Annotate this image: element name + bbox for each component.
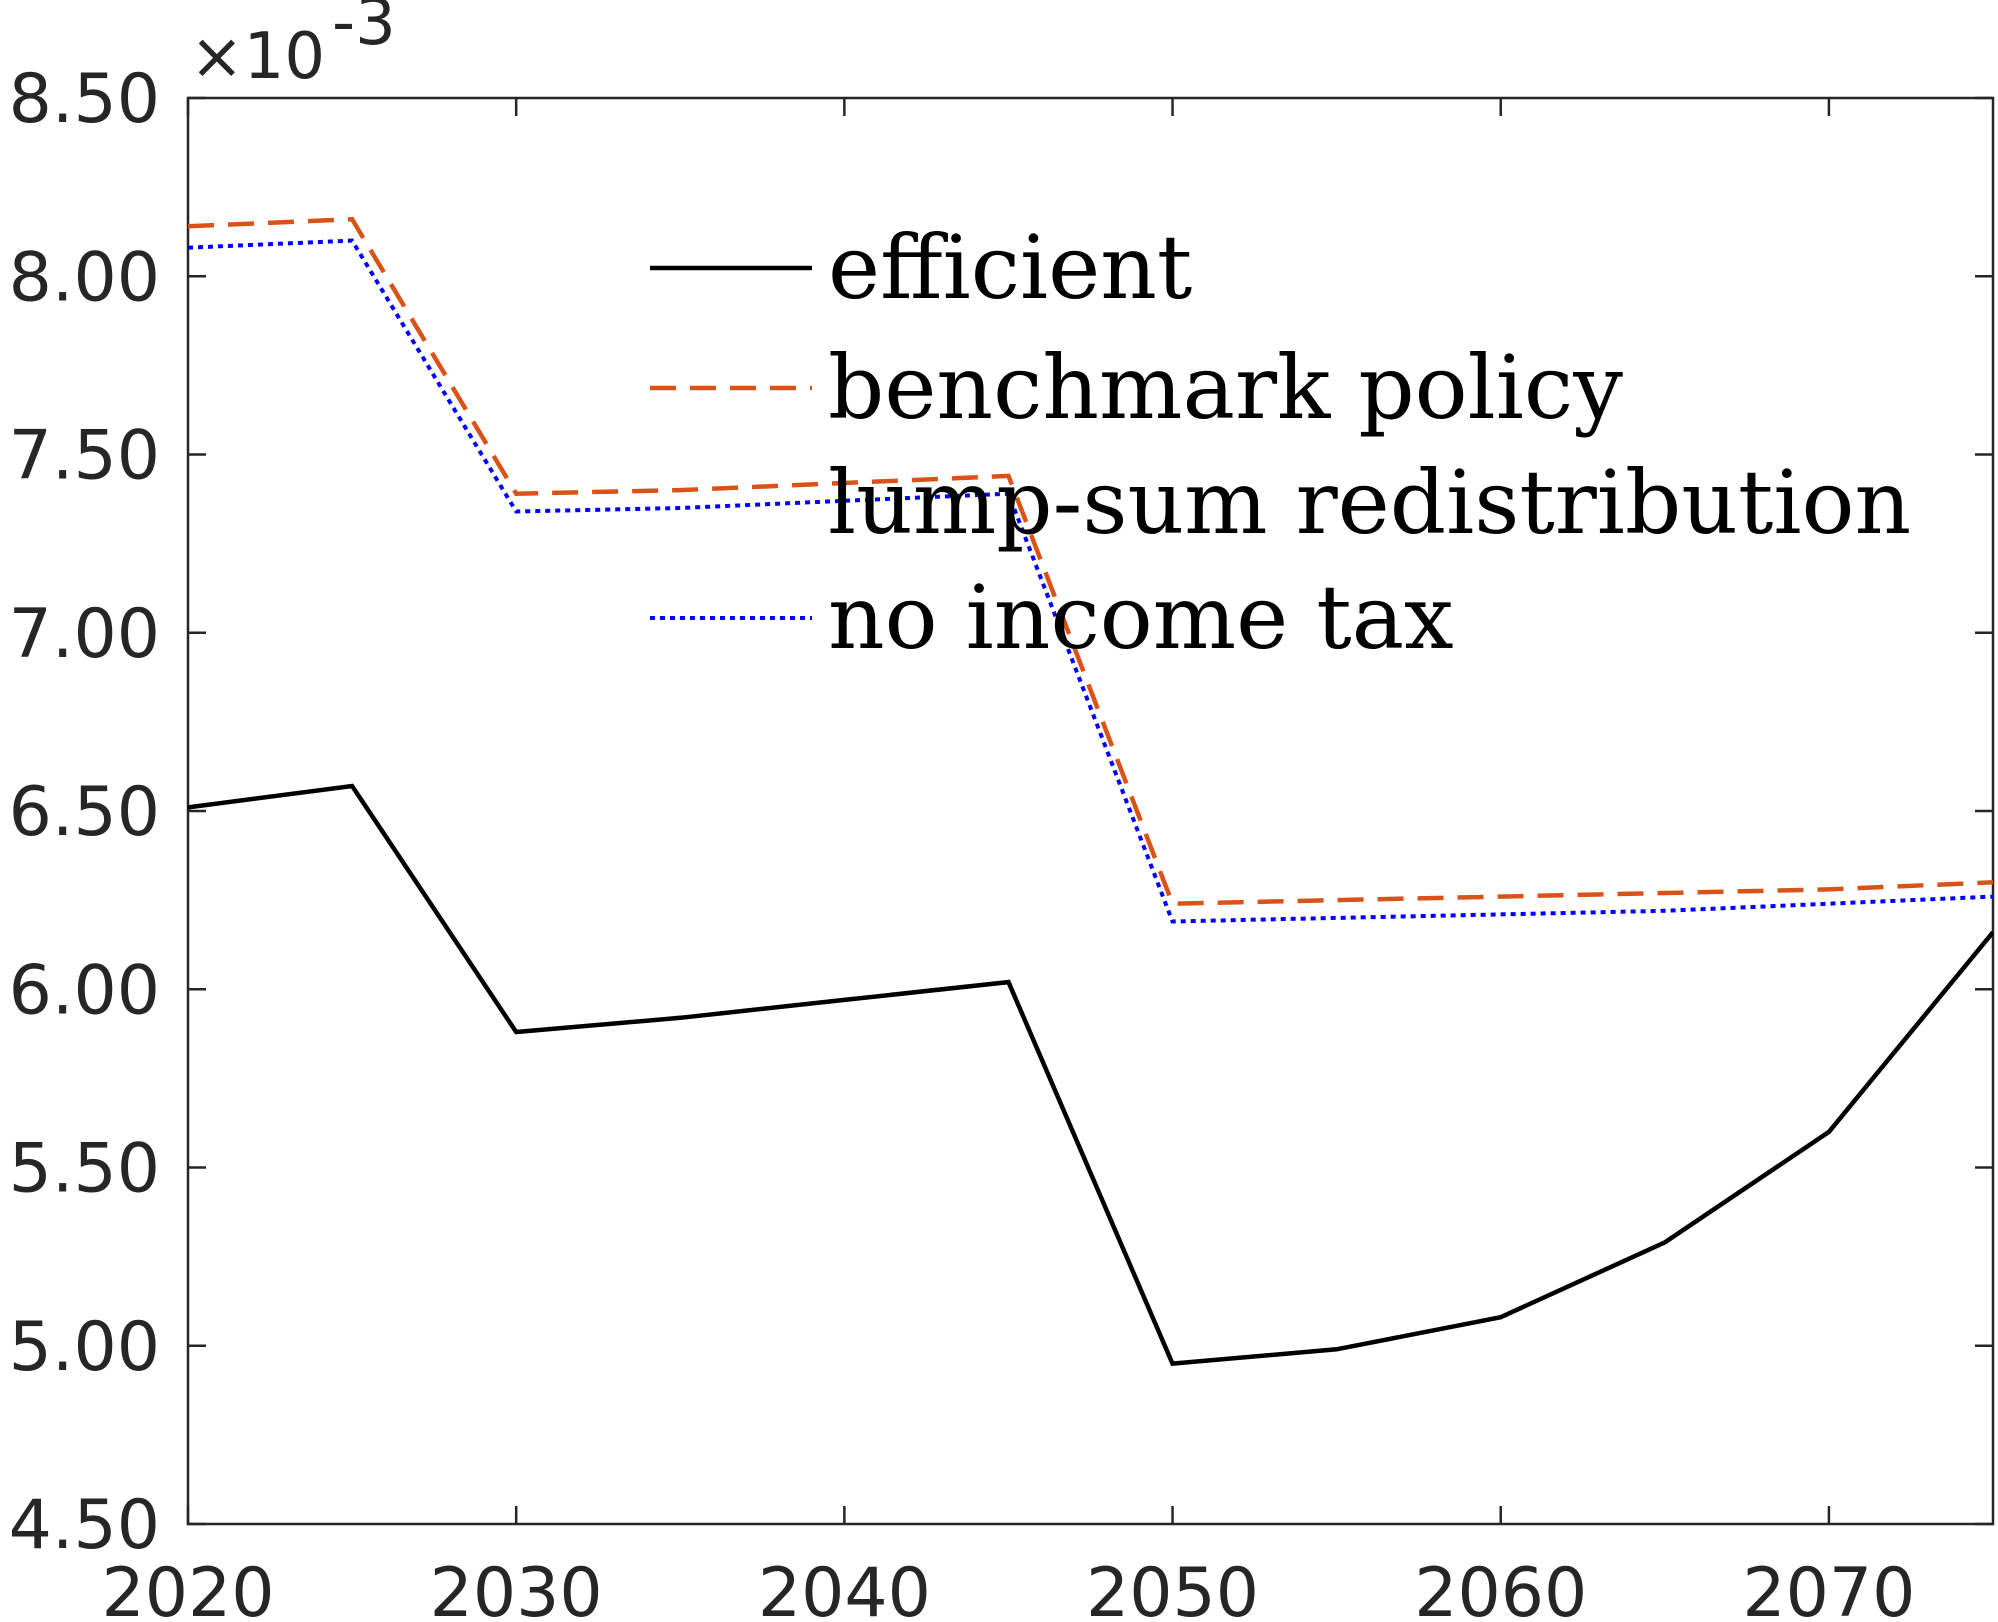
y-tick-label: 4.50 xyxy=(9,1486,160,1565)
axes: 2020 2030 2040 2050 2060 2070 4.50 5.00 5.50 6.00… xyxy=(9,0,1995,1622)
y-tick-label: 6.50 xyxy=(9,773,160,852)
series-line-benchmark-policy xyxy=(188,216,1993,906)
x-tick-label: 2070 xyxy=(1742,1554,1915,1622)
y-tick-label: 8.00 xyxy=(9,238,160,317)
legend: efficient benchmark policy lump-sum redist… xyxy=(650,216,1911,669)
y-tick-label: 5.00 xyxy=(9,1308,160,1387)
x-tick-label: 2020 xyxy=(101,1554,274,1622)
y-tick-label: 8.50 xyxy=(9,60,160,139)
y-tick-label: 7.50 xyxy=(9,417,160,496)
legend-label-benchmark-policy: benchmark policy xyxy=(828,336,1623,439)
y-tick-label: 7.00 xyxy=(9,595,160,674)
y-axis-multiplier: ×10 xyxy=(190,20,325,94)
y-tick-label: 5.50 xyxy=(9,1130,160,1209)
series-layer xyxy=(188,216,1993,1366)
y-tick-label: 6.00 xyxy=(9,951,160,1030)
legend-label-efficient: efficient xyxy=(828,216,1192,319)
legend-label-lump-sum-redistribution: lump-sum redistribution xyxy=(828,451,1911,554)
x-tick-label: 2050 xyxy=(1086,1554,1259,1622)
x-tick-label: 2040 xyxy=(758,1554,931,1622)
x-tick-label: 2030 xyxy=(430,1554,603,1622)
series-line-efficient xyxy=(188,783,1993,1366)
legend-label-no-income-tax: no income tax xyxy=(828,566,1454,669)
y-axis-exponent: -3 xyxy=(332,0,396,60)
x-tick-label: 2060 xyxy=(1414,1554,1587,1622)
series-line-no-income-tax xyxy=(188,238,1993,924)
